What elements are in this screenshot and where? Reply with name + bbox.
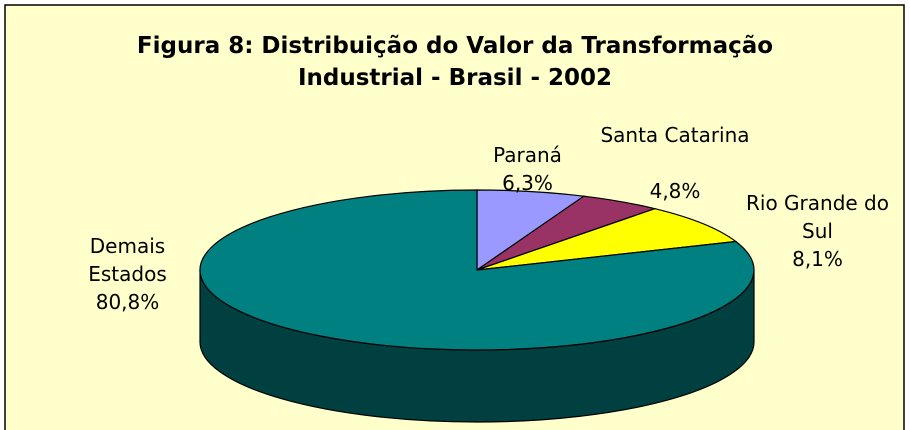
slice-value-label: 4,8% — [649, 179, 701, 203]
slice-value-label: 80,8% — [95, 290, 160, 314]
chart-title: Figura 8: Distribuição do Valor da Trans… — [136, 33, 774, 91]
slice-value-label: 8,1% — [792, 247, 843, 271]
slice-value-label: 6,3% — [502, 171, 553, 195]
pie-slice — [476, 208, 738, 271]
slice-label: Rio Grande do Sul — [746, 191, 889, 243]
slice-label: Santa Catarina — [600, 123, 750, 147]
slice-label: Demais Estados — [88, 234, 167, 286]
slice-label: Paraná — [493, 143, 562, 167]
pie-slice — [199, 189, 755, 351]
